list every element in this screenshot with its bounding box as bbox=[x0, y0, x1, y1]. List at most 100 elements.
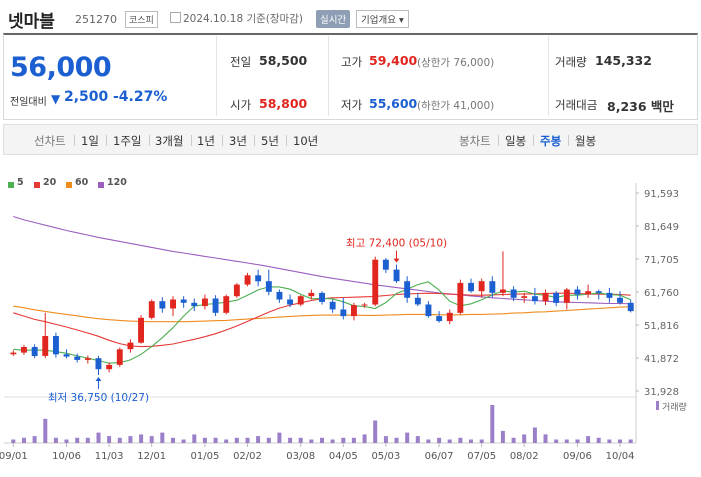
candle-body bbox=[265, 281, 272, 292]
volume-bar bbox=[405, 432, 410, 443]
volume-bar bbox=[596, 437, 601, 443]
divider bbox=[533, 135, 534, 146]
candle-body bbox=[468, 282, 474, 292]
candle-body bbox=[191, 302, 198, 307]
volume-bar bbox=[351, 437, 356, 443]
volume-bar bbox=[128, 436, 133, 443]
volume-bar bbox=[554, 439, 559, 443]
ma60-line bbox=[13, 305, 631, 323]
volume-bar bbox=[171, 437, 175, 443]
volume-bar bbox=[64, 439, 69, 443]
candle-body bbox=[606, 292, 613, 298]
candle-body bbox=[351, 305, 357, 317]
candle-body bbox=[233, 284, 240, 297]
candle-body bbox=[63, 354, 70, 357]
y-tick-label: 51,816 bbox=[644, 321, 679, 332]
candle-body bbox=[574, 289, 581, 295]
candle-body bbox=[446, 312, 453, 322]
volume-bar bbox=[224, 439, 229, 443]
legend-ma60: 60 bbox=[75, 177, 89, 188]
divider bbox=[286, 135, 287, 146]
volume-bar bbox=[43, 418, 48, 443]
low-annotation: 최저 36,750 (10/27) bbox=[48, 392, 149, 404]
divider bbox=[328, 36, 329, 116]
candle-body bbox=[276, 291, 283, 300]
candle-body bbox=[414, 297, 421, 305]
company-overview-dropdown[interactable]: 기업개요 ▾ bbox=[356, 10, 409, 28]
volume-bar bbox=[117, 437, 122, 443]
amount-value: 8,236 백만 bbox=[607, 99, 674, 114]
x-tick-label: 09/06 bbox=[563, 451, 592, 462]
x-tick-label: 03/08 bbox=[286, 451, 315, 462]
legend-ma120: 120 bbox=[107, 177, 127, 188]
candle-body bbox=[340, 309, 347, 317]
legend-ma120-swatch bbox=[98, 182, 104, 188]
divider bbox=[222, 135, 223, 146]
divider bbox=[254, 135, 255, 146]
legend-ma60-swatch bbox=[66, 182, 72, 188]
volume-bar bbox=[309, 439, 314, 443]
volume-bar bbox=[107, 436, 112, 443]
weekly-candle-chart[interactable]: 91,593 81,649 71,705 61,760 51,816 41,872 31,9… bbox=[0, 170, 701, 477]
candle-body bbox=[329, 301, 336, 310]
candle-body bbox=[457, 282, 464, 313]
divider bbox=[548, 36, 549, 116]
candle-body bbox=[159, 301, 166, 309]
volume-bar bbox=[564, 439, 569, 443]
volume-bar bbox=[500, 430, 505, 443]
tab-3y[interactable]: 3년 bbox=[229, 134, 247, 148]
open-label: 시가 bbox=[230, 98, 252, 112]
volume-bar bbox=[266, 437, 271, 443]
tab-1d[interactable]: 1일 bbox=[81, 134, 99, 148]
volume-bar bbox=[394, 437, 399, 443]
divider bbox=[74, 135, 75, 146]
x-tick-label: 10/06 bbox=[52, 451, 81, 462]
tab-monthly[interactable]: 월봉 bbox=[575, 134, 597, 148]
candle-body bbox=[595, 291, 602, 293]
legend-ma20: 20 bbox=[43, 177, 57, 188]
tab-3m[interactable]: 3개월 bbox=[155, 134, 184, 148]
volume-bar bbox=[511, 437, 516, 443]
candle-body bbox=[436, 316, 443, 322]
candle-body bbox=[127, 342, 134, 350]
candle-body bbox=[542, 292, 549, 302]
prev-close-value: 58,500 bbox=[259, 53, 308, 68]
volume-label: 거래량 bbox=[555, 55, 587, 69]
volume-bar bbox=[149, 436, 154, 443]
y-tick-label: 81,649 bbox=[644, 222, 679, 233]
high-annotation: 최고 72,400 (05/10) bbox=[346, 238, 447, 250]
tab-5y[interactable]: 5년 bbox=[261, 134, 279, 148]
high-label: 고가 bbox=[341, 55, 363, 69]
volume-bar bbox=[96, 432, 101, 443]
ma120-line bbox=[13, 215, 631, 305]
candle-body bbox=[255, 275, 262, 282]
tab-10y[interactable]: 10년 bbox=[293, 134, 319, 148]
x-tick-label: 07/05 bbox=[467, 451, 496, 462]
volume-bar bbox=[415, 436, 420, 443]
candle-body bbox=[563, 289, 570, 303]
volume-bar bbox=[181, 439, 186, 443]
tab-weekly[interactable]: 주봉 bbox=[540, 134, 562, 148]
candle-body bbox=[21, 347, 27, 353]
volume-bar bbox=[277, 432, 282, 443]
tab-1w[interactable]: 1주일 bbox=[113, 134, 142, 148]
volume-bar bbox=[256, 436, 261, 443]
volume-legend-label: 거래량 bbox=[662, 401, 687, 413]
live-button[interactable]: 실시간 bbox=[316, 10, 351, 28]
candle-body bbox=[53, 336, 59, 355]
volume-bar bbox=[469, 439, 473, 443]
y-tick-label: 61,760 bbox=[644, 288, 679, 299]
candle-body bbox=[308, 292, 315, 297]
volume-bar bbox=[288, 437, 293, 443]
volume-value: 145,332 bbox=[595, 53, 652, 68]
x-tick-label: 01/05 bbox=[191, 451, 220, 462]
line-chart-label: 선차트 bbox=[34, 134, 66, 148]
tab-1y[interactable]: 1년 bbox=[197, 134, 215, 148]
high-value: 59,400 bbox=[369, 53, 418, 68]
candle-body bbox=[95, 358, 102, 370]
volume-bar bbox=[628, 439, 633, 443]
candle-body bbox=[372, 259, 379, 305]
tab-daily[interactable]: 일봉 bbox=[505, 134, 527, 148]
volume-bar bbox=[22, 437, 26, 443]
candle-body bbox=[500, 289, 506, 293]
